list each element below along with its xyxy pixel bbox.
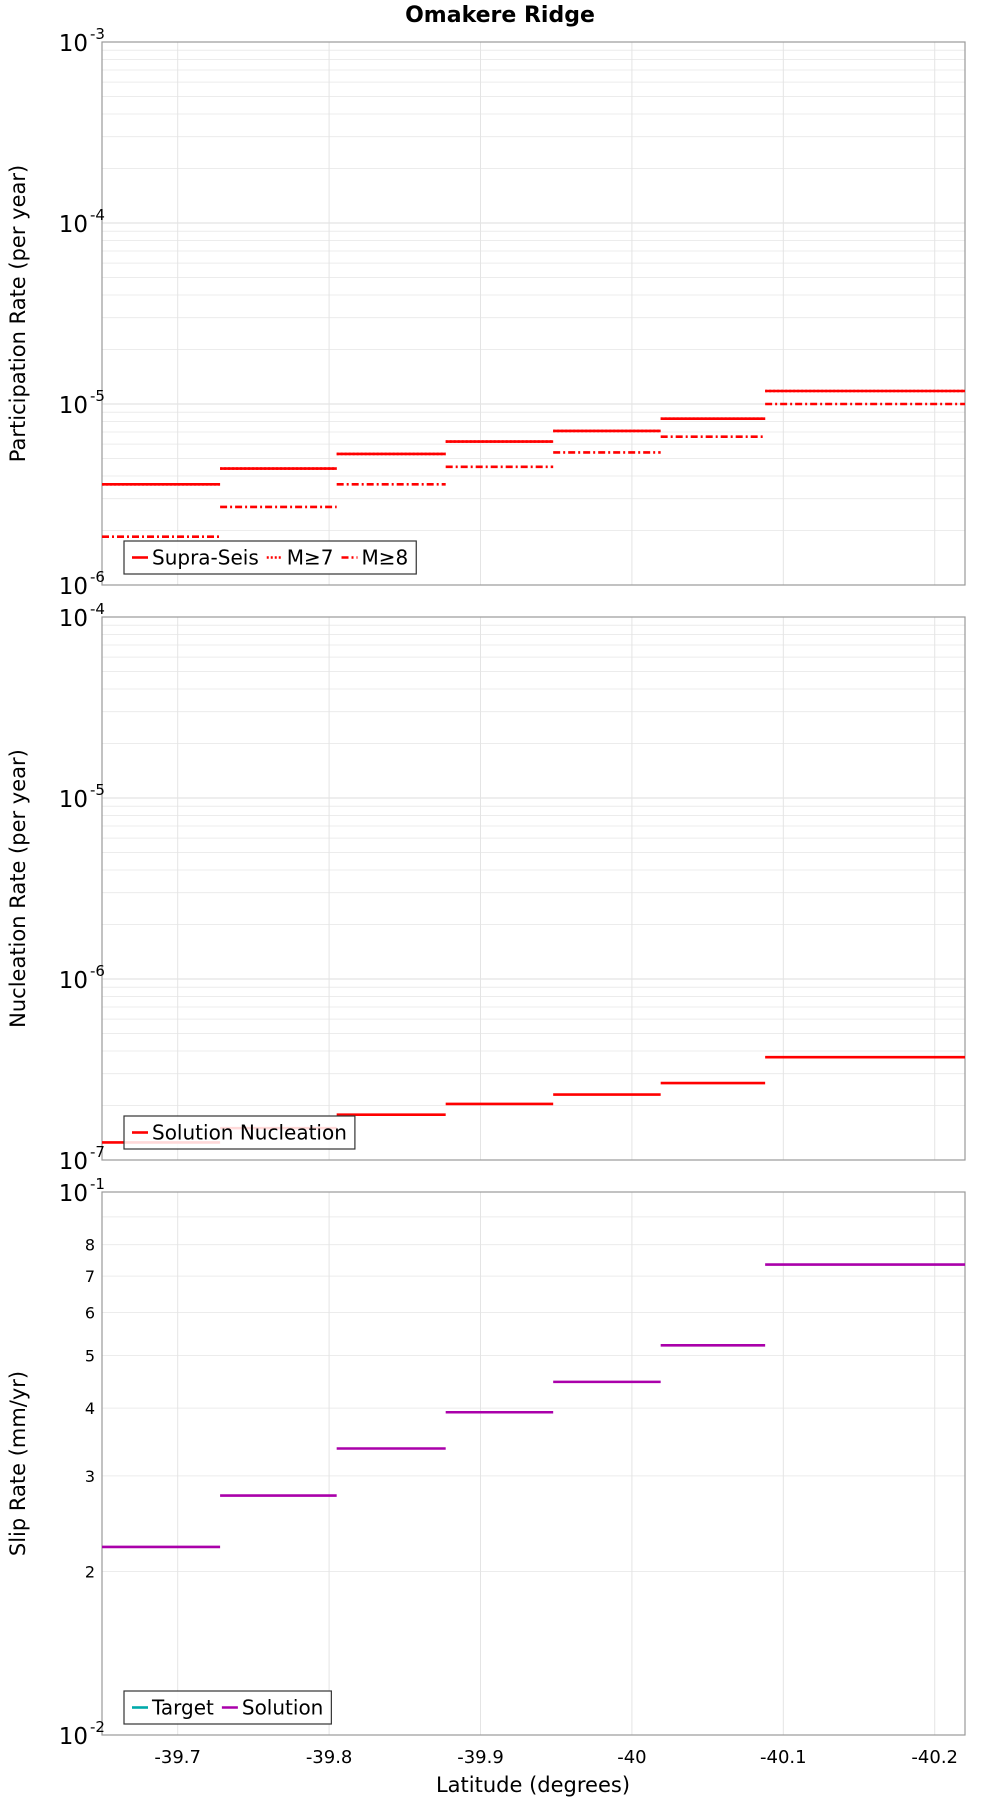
y-tick-exponent: -5: [90, 781, 105, 799]
legend-entry-label: Target: [151, 1696, 214, 1720]
y-tick-exponent: -6: [90, 962, 105, 980]
y-tick-label: 10: [59, 787, 88, 813]
y-tick-exponent: -1: [90, 1175, 105, 1193]
x-tick-label: -39.9: [457, 1747, 504, 1768]
y-tick-exponent: -4: [90, 600, 105, 618]
x-tick-label: -40: [617, 1747, 646, 1768]
y-minor-tick-label: 5: [85, 1346, 95, 1365]
y-axis-label: Nucleation Rate (per year): [6, 749, 30, 1028]
y-tick-exponent: -7: [90, 1143, 105, 1161]
x-axis-label: Latitude (degrees): [436, 1773, 630, 1797]
y-tick-exponent: -4: [90, 206, 105, 224]
y-minor-tick-label: 2: [85, 1563, 95, 1582]
legend-box: [123, 1115, 356, 1150]
x-tick-label: -40.2: [911, 1747, 958, 1768]
y-tick-exponent: -3: [90, 25, 105, 43]
y-axis-label: Participation Rate (per year): [6, 165, 30, 462]
series-Solution: [102, 1263, 965, 1549]
y-tick-label: 10: [59, 212, 88, 238]
legend-entry-label: Supra-Seis: [152, 546, 259, 570]
y-minor-tick-label: 8: [85, 1236, 95, 1255]
x-tick-label: -39.7: [154, 1747, 201, 1768]
legend: Supra-Seis M≥7 M≥8: [123, 540, 417, 575]
series-M≥7: [102, 389, 965, 486]
legend-entry-label: Solution: [242, 1696, 323, 1720]
x-tick-label: -39.8: [306, 1747, 353, 1768]
chart-title: Omakere Ridge: [405, 3, 595, 28]
y-tick-exponent: -5: [90, 387, 105, 405]
plot-frame: [101, 41, 966, 586]
y-minor-tick-label: 3: [85, 1467, 95, 1486]
y-axis-label: Slip Rate (mm/yr): [6, 1371, 30, 1556]
y-tick-label: 10: [59, 606, 88, 632]
y-tick-label: 10: [59, 1149, 88, 1175]
legend-entry-label: M≥7: [287, 546, 334, 570]
y-tick-label: 10: [59, 1724, 88, 1750]
y-tick-exponent: -2: [90, 1718, 105, 1736]
plot-frame: [101, 616, 966, 1161]
y-tick-label: 10: [59, 968, 88, 994]
y-minor-tick-label: 6: [85, 1303, 95, 1322]
plot-frame: [101, 1191, 966, 1736]
y-minor-tick-label: 7: [85, 1267, 95, 1286]
series-M≥8: [102, 402, 965, 538]
y-tick-label: 10: [59, 393, 88, 419]
y-minor-tick-label: 4: [85, 1399, 95, 1418]
legend: Target Solution: [123, 1690, 332, 1725]
legend-entry-label: M≥8: [362, 546, 409, 570]
y-tick-exponent: -6: [90, 568, 105, 586]
y-tick-label: 10: [59, 1181, 88, 1207]
x-tick-label: -40.1: [760, 1747, 807, 1768]
legend-box: [123, 540, 417, 575]
y-tick-label: 10: [59, 31, 88, 57]
legend-entry-label: Solution Nucleation: [152, 1121, 347, 1145]
y-tick-label: 10: [59, 574, 88, 600]
legend: Solution Nucleation: [123, 1115, 356, 1150]
